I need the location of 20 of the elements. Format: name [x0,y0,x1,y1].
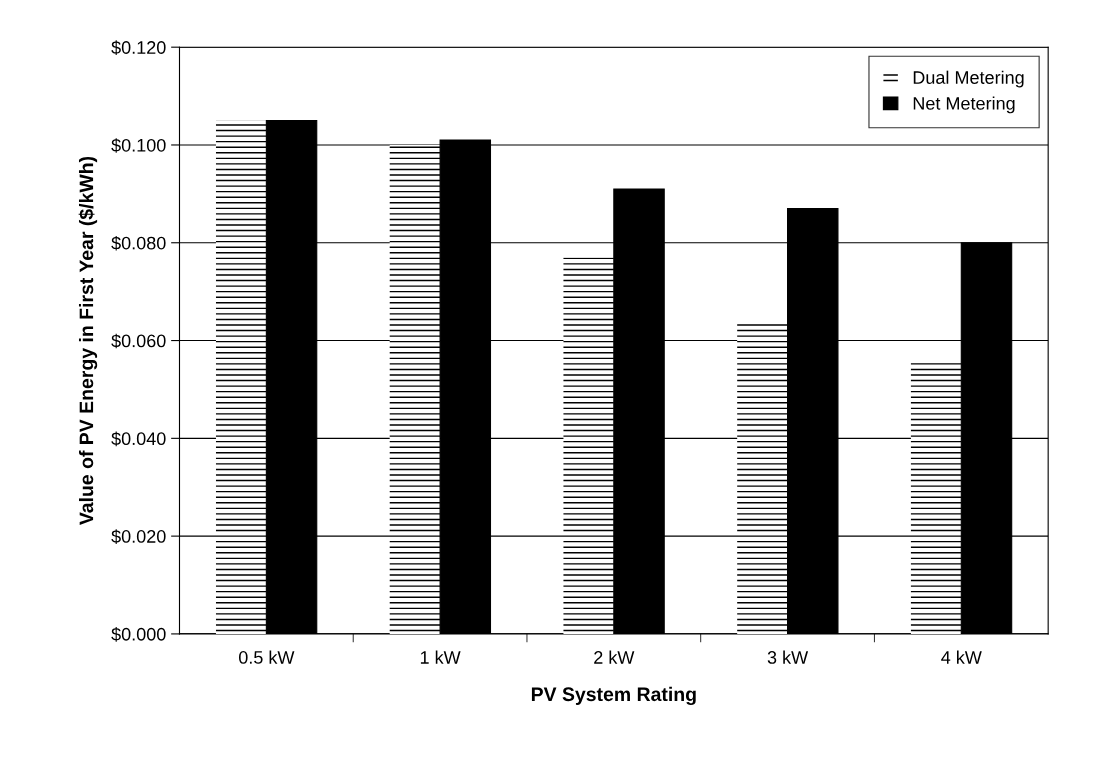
y-tick-label: $0.000 [111,627,166,642]
y-tick-label: $0.080 [111,235,166,251]
legend-label: Dual Metering [913,70,1024,88]
legend-label: Net Metering [913,96,1015,114]
bar [215,120,267,634]
x-tick-label: 3 kW [767,650,809,664]
x-tick-label: 0.5 kW [238,650,295,664]
bar [563,257,614,634]
bar [389,144,441,634]
bar [910,360,962,634]
y-tick-label: $0.120 [111,40,166,55]
x-tick-label: 1 kW [420,650,461,664]
y-tick-label: $0.060 [111,333,166,349]
y-axis-title: Value of PV Energy in First Year ($/kWh) [78,156,98,526]
y-tick-label: $0.100 [111,138,166,153]
x-tick-label: 4 kW [941,650,982,664]
y-tick-label: $0.040 [111,431,166,447]
x-tick-label: 2 kW [594,650,635,664]
x-axis-title: PV System Rating [531,686,696,706]
y-tick-label: $0.020 [111,529,166,544]
